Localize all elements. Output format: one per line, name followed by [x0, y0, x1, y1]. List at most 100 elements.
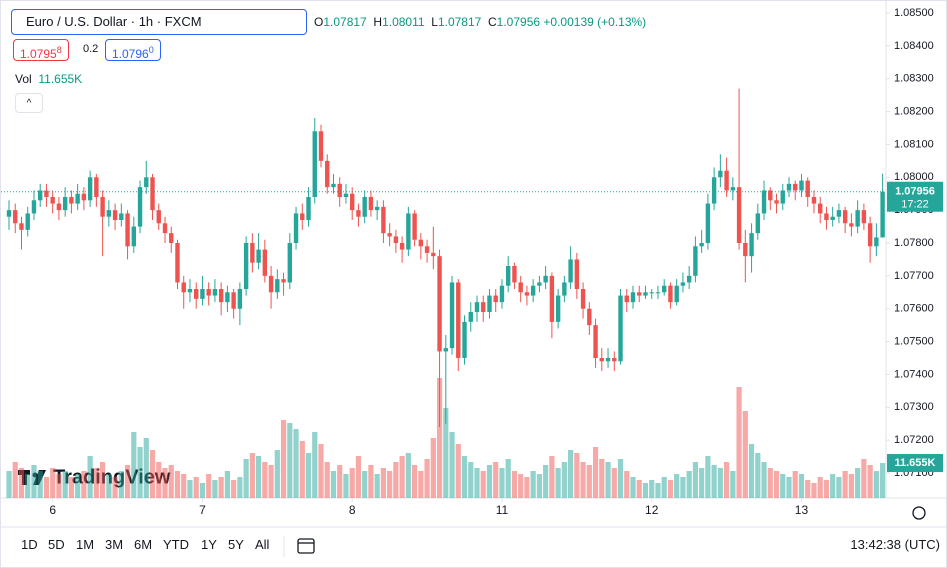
candle-body: [462, 321, 467, 358]
volume-bar: [62, 471, 68, 498]
volume-bar: [493, 462, 499, 498]
candle-body: [693, 246, 698, 276]
volume-bar: [293, 429, 299, 498]
volume-bar: [268, 465, 274, 498]
sell-frac: 8: [56, 45, 62, 55]
volume-bar: [568, 450, 574, 498]
candle-body: [19, 223, 24, 230]
volume-bar: [237, 477, 243, 498]
candle-body: [824, 213, 829, 220]
range-button[interactable]: 3M: [105, 537, 124, 552]
candle-body: [275, 279, 280, 293]
candle-body: [662, 285, 667, 293]
volume-bar: [81, 471, 87, 498]
volume-bar: [224, 471, 230, 498]
candle-body: [437, 256, 442, 352]
volume-bar: [705, 456, 711, 498]
candle-body: [144, 177, 149, 188]
candle-body: [524, 292, 530, 296]
candle-body: [449, 282, 455, 349]
x-tick-label: 11: [496, 503, 509, 517]
volume-bar: [256, 456, 262, 498]
range-button[interactable]: 1M: [76, 537, 95, 552]
buy-button[interactable]: 1.07960: [105, 39, 161, 61]
candle-body: [493, 295, 498, 303]
range-button[interactable]: 1Y: [201, 537, 217, 552]
candle-body: [443, 348, 448, 352]
settings-icon[interactable]: [912, 506, 926, 520]
candle-body: [418, 239, 424, 247]
volume-bar: [636, 480, 642, 498]
range-button[interactable]: 5D: [48, 537, 65, 552]
candle-body: [830, 216, 835, 220]
volume-bar: [312, 432, 318, 498]
candle-body: [780, 190, 785, 204]
candle-body: [56, 203, 62, 211]
volume-title: Vol: [15, 72, 32, 86]
volume-bar: [43, 477, 50, 498]
candle-body: [175, 243, 180, 283]
range-button[interactable]: 6M: [134, 537, 153, 552]
ohlc-label: C: [488, 15, 497, 29]
range-button[interactable]: 5Y: [228, 537, 244, 552]
volume-bar: [50, 468, 56, 498]
collapse-button[interactable]: ^: [15, 93, 43, 113]
candle-body: [331, 183, 336, 188]
volume-bar: [880, 463, 886, 498]
buy-frac: 0: [148, 45, 154, 55]
volume-bar: [430, 438, 436, 498]
volume-bar: [149, 450, 156, 498]
symbol-box[interactable]: Euro / U.S. Dollar · 1h · FXCM: [11, 9, 307, 35]
volume-bar: [836, 477, 842, 498]
range-button[interactable]: All: [255, 537, 270, 552]
candle-body: [250, 243, 255, 263]
change-pct: (+0.13%): [597, 15, 647, 29]
range-button[interactable]: 1D: [21, 537, 38, 552]
volume-bar: [318, 444, 324, 498]
volume-bar: [767, 468, 773, 498]
volume-tag: [887, 454, 943, 473]
range-button[interactable]: YTD: [163, 537, 189, 552]
countdown: 17:22: [901, 199, 929, 211]
volume-tag-value: 11.655K: [895, 457, 936, 469]
candle-body: [225, 292, 230, 303]
y-tick-label: 1.08300: [894, 73, 934, 85]
candle-body: [399, 243, 405, 250]
candle-body: [799, 180, 804, 191]
volume-bar: [37, 471, 43, 498]
volume-bar: [724, 462, 730, 498]
volume-bar: [6, 471, 12, 498]
candle-body: [212, 289, 218, 296]
sell-button[interactable]: 1.07958: [13, 39, 69, 61]
candle-body: [674, 285, 679, 303]
y-tick-label: 1.08400: [894, 40, 934, 52]
volume-bar: [374, 474, 380, 498]
x-tick-label: 13: [795, 503, 809, 517]
candle-body: [867, 223, 873, 247]
candle-body: [243, 243, 249, 289]
volume-bar: [686, 471, 692, 498]
candle-body: [574, 259, 580, 289]
candle-body: [81, 193, 87, 201]
volume-bar: [511, 471, 518, 498]
volume-bar: [31, 465, 37, 498]
y-tick-label: 1.07500: [894, 335, 934, 347]
volume-bar: [368, 465, 374, 498]
candle-body: [605, 358, 611, 362]
volume-bar: [349, 468, 355, 498]
volume-bar: [848, 474, 854, 498]
ohlc-label: O: [314, 15, 324, 29]
volume-bar: [736, 387, 742, 498]
volume-bar: [193, 477, 199, 498]
volume-bar: [362, 471, 368, 498]
volume-bar: [118, 471, 124, 498]
candle-body: [705, 203, 711, 243]
candle-body: [618, 295, 623, 362]
volume-bar: [561, 462, 567, 498]
volume-bar: [405, 453, 411, 498]
candle-body: [599, 358, 604, 362]
calendar-icon[interactable]: [297, 538, 315, 554]
candle-body: [506, 266, 511, 286]
ohlc-value: 1.07817: [437, 15, 482, 29]
